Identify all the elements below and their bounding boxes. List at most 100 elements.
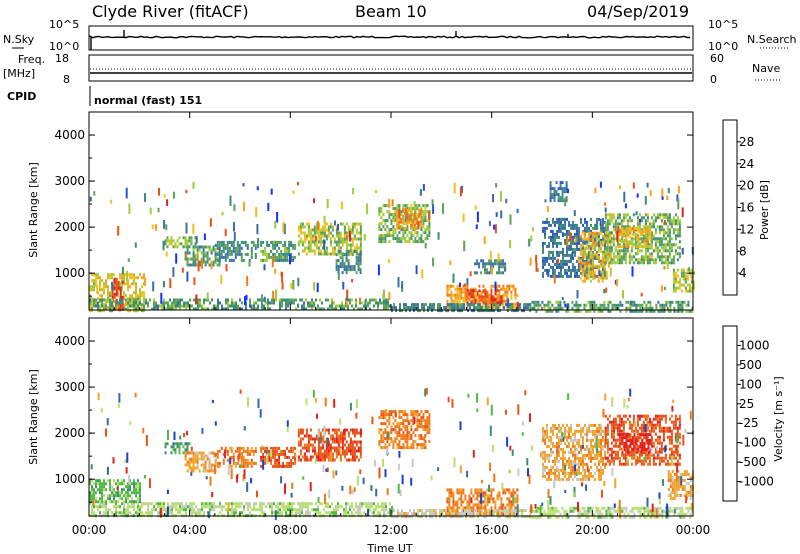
data-cell xyxy=(103,307,105,311)
data-cell xyxy=(574,253,576,257)
data-cell xyxy=(91,505,93,509)
data-cell xyxy=(93,282,95,286)
data-cell xyxy=(672,268,675,272)
data-cell xyxy=(639,309,642,313)
data-cell xyxy=(621,303,624,307)
data-cell xyxy=(248,261,251,267)
data-cell xyxy=(544,232,546,236)
data-cell xyxy=(646,255,649,259)
data-cell xyxy=(276,249,279,253)
data-cell xyxy=(386,425,389,429)
data-cell xyxy=(627,245,630,249)
data-cell xyxy=(585,246,588,250)
data-cell xyxy=(572,241,574,245)
data-cell xyxy=(299,222,302,226)
data-cell xyxy=(137,304,139,308)
data-cell xyxy=(502,265,505,269)
data-cell xyxy=(95,485,97,489)
data-cell xyxy=(355,231,358,235)
data-cell xyxy=(271,301,273,305)
data-cell xyxy=(218,246,221,250)
data-cell xyxy=(508,284,511,288)
data-cell xyxy=(598,244,600,248)
data-cell xyxy=(602,268,604,272)
data-cell xyxy=(648,228,651,232)
data-cell xyxy=(608,222,611,226)
data-cell xyxy=(561,232,564,238)
data-cell xyxy=(353,428,356,432)
data-cell xyxy=(448,491,451,495)
data-cell xyxy=(177,304,179,308)
data-cell xyxy=(570,259,572,263)
data-cell xyxy=(349,252,352,256)
data-cell xyxy=(601,276,604,280)
data-cell xyxy=(455,306,457,310)
data-cell xyxy=(325,452,328,456)
data-cell xyxy=(402,217,404,221)
data-cell xyxy=(672,243,675,247)
data-cell xyxy=(380,434,383,438)
data-cell xyxy=(625,239,628,243)
data-cell xyxy=(151,224,154,230)
data-cell xyxy=(137,306,139,310)
data-cell xyxy=(110,199,113,204)
data-cell xyxy=(475,306,477,310)
data-cell xyxy=(335,446,338,450)
data-cell xyxy=(303,502,305,506)
data-cell xyxy=(123,294,125,298)
data-cell xyxy=(388,210,391,214)
data-cell xyxy=(639,233,642,237)
data-cell xyxy=(224,446,227,450)
data-cell xyxy=(549,306,552,310)
data-cell xyxy=(366,203,369,215)
data-cell xyxy=(582,229,584,233)
data-cell xyxy=(414,223,416,227)
data-cell xyxy=(292,455,295,459)
data-cell xyxy=(246,446,249,450)
data-cell xyxy=(111,511,113,515)
data-cell xyxy=(149,502,151,506)
data-cell xyxy=(363,511,365,515)
data-cell xyxy=(163,301,165,305)
data-cell xyxy=(143,273,145,277)
data-cell xyxy=(294,458,297,462)
data-cell xyxy=(676,194,679,202)
data-cell xyxy=(627,233,630,237)
data-cell xyxy=(369,307,371,311)
data-cell xyxy=(353,452,356,456)
data-cell xyxy=(311,298,313,302)
data-cell xyxy=(607,300,610,304)
data-cell xyxy=(633,300,636,304)
data-cell xyxy=(293,298,295,302)
data-cell xyxy=(683,300,686,304)
data-cell xyxy=(479,309,481,313)
data-cell xyxy=(164,239,167,243)
data-cell xyxy=(103,288,105,292)
data-cell xyxy=(323,249,326,253)
data-cell xyxy=(560,220,562,224)
data-cell xyxy=(173,298,175,302)
data-cell xyxy=(121,479,123,483)
data-cell xyxy=(217,304,219,308)
data-cell xyxy=(234,461,237,465)
data-cell xyxy=(297,440,300,444)
data-cell xyxy=(622,234,625,238)
data-cell xyxy=(498,262,501,266)
data-cell xyxy=(351,240,354,244)
data-cell xyxy=(464,299,467,303)
data-cell xyxy=(290,240,293,244)
data-cell xyxy=(500,265,503,269)
data-cell xyxy=(385,307,387,311)
data-cell xyxy=(468,296,471,300)
data-cell xyxy=(624,213,627,217)
data-cell xyxy=(233,222,235,232)
data-cell xyxy=(396,446,399,450)
data-cell xyxy=(220,446,223,450)
data-cell xyxy=(398,209,401,219)
data-cell xyxy=(131,500,133,504)
data-cell xyxy=(305,307,307,311)
data-cell xyxy=(211,502,213,506)
data-cell xyxy=(220,249,223,253)
data-cell xyxy=(454,503,457,507)
data-cell xyxy=(249,502,251,506)
